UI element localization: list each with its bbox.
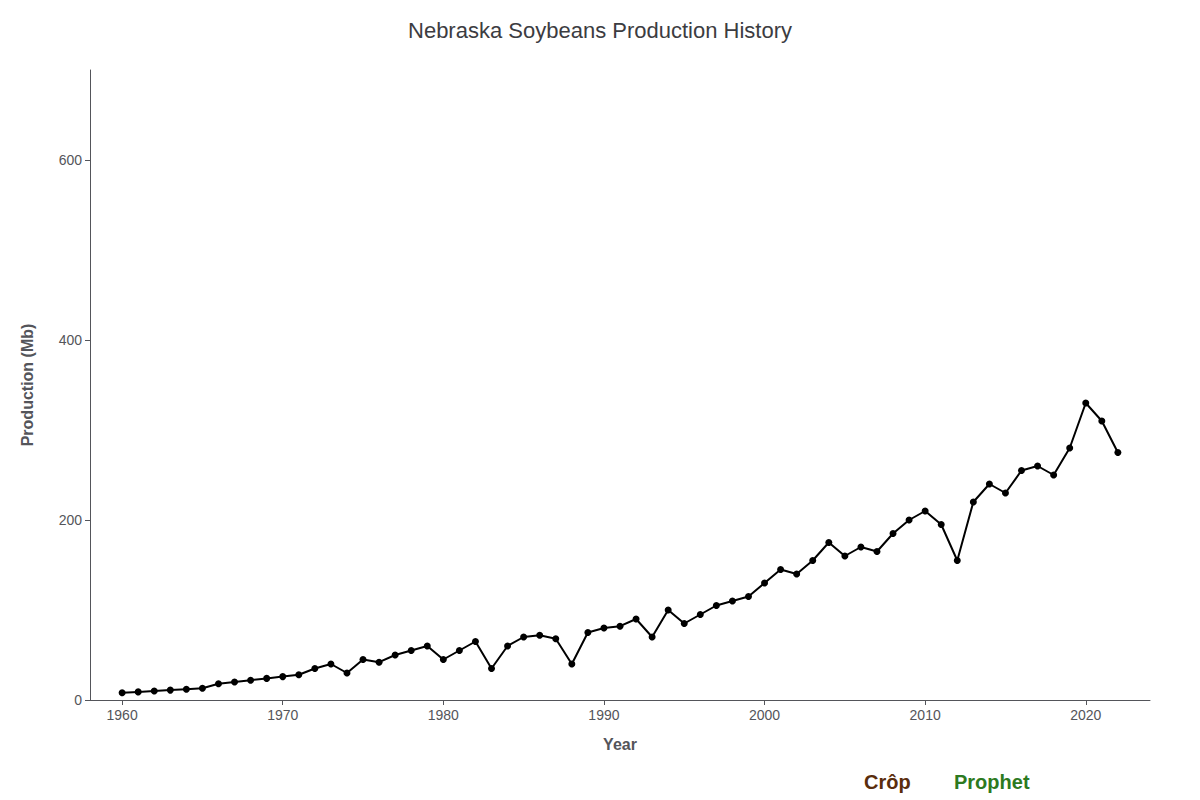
svg-text:1970: 1970 [267,707,298,723]
svg-text:1990: 1990 [588,707,619,723]
svg-text:2020: 2020 [1070,707,1101,723]
svg-text:400: 400 [59,332,83,348]
svg-text:Year: Year [603,736,637,753]
svg-text:600: 600 [59,152,83,168]
svg-text:1960: 1960 [107,707,138,723]
svg-text:Production (Mb): Production (Mb) [19,324,36,447]
svg-text:2000: 2000 [749,707,780,723]
svg-text:Crôp: Crôp [864,771,911,793]
svg-text:Prophet: Prophet [954,771,1030,793]
svg-text:200: 200 [59,512,83,528]
svg-text:Nebraska Soybeans Production H: Nebraska Soybeans Production History [408,18,792,43]
svg-text:2010: 2010 [910,707,941,723]
svg-text:0: 0 [74,692,82,708]
svg-text:1980: 1980 [428,707,459,723]
